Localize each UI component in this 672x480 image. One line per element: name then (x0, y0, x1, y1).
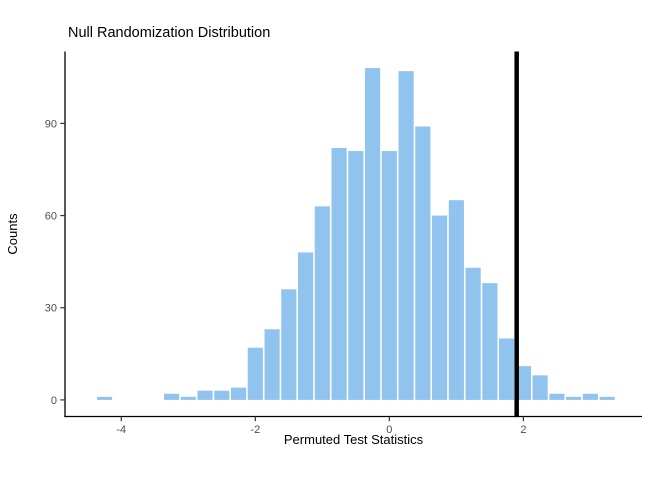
y-axis-ticks: 0 30 60 90 (45, 118, 65, 407)
histogram-bar (230, 387, 247, 400)
y-axis-title: Counts (5, 213, 20, 255)
histogram-bars (96, 68, 615, 400)
histogram-bar (549, 393, 565, 400)
y-tick-label: 30 (45, 303, 57, 315)
x-tick-label: 2 (520, 424, 526, 436)
histogram-bar (448, 200, 464, 400)
y-tick-label: 60 (45, 210, 57, 222)
histogram-bar (465, 267, 481, 400)
histogram-bar (163, 393, 180, 400)
x-axis-title: Permuted Test Statistics (284, 432, 424, 447)
x-axis-ticks: -4 -2 0 2 (116, 416, 526, 436)
histogram-bar (264, 329, 280, 400)
x-tick-label: 0 (386, 424, 392, 436)
histogram-bar (197, 390, 213, 400)
x-tick-label: -4 (116, 424, 126, 436)
histogram-bar (499, 338, 515, 400)
histogram-bar (566, 396, 582, 400)
histogram-bar (247, 347, 263, 400)
histogram-bar (515, 366, 531, 400)
histogram-bar (599, 396, 615, 400)
y-tick-label: 0 (51, 395, 57, 407)
histogram-bar (398, 71, 414, 400)
x-tick-label: -2 (250, 424, 260, 436)
histogram-bar (415, 126, 431, 400)
histogram-bar (432, 215, 448, 400)
histogram-bar (214, 390, 230, 400)
histogram-bar (298, 252, 314, 400)
histogram-bar (281, 289, 297, 400)
y-tick-label: 90 (45, 118, 57, 130)
histogram-bar (365, 68, 381, 400)
histogram-bar (348, 151, 364, 400)
histogram-bar (96, 396, 113, 400)
histogram-bar (331, 147, 347, 400)
histogram-bar (180, 396, 196, 400)
plot-title: Null Randomization Distribution (68, 25, 270, 41)
histogram-bar (314, 206, 330, 400)
histogram-bar (582, 393, 598, 400)
histogram-bar (482, 283, 498, 400)
histogram-bar (532, 375, 548, 400)
histogram-bar (381, 151, 397, 400)
